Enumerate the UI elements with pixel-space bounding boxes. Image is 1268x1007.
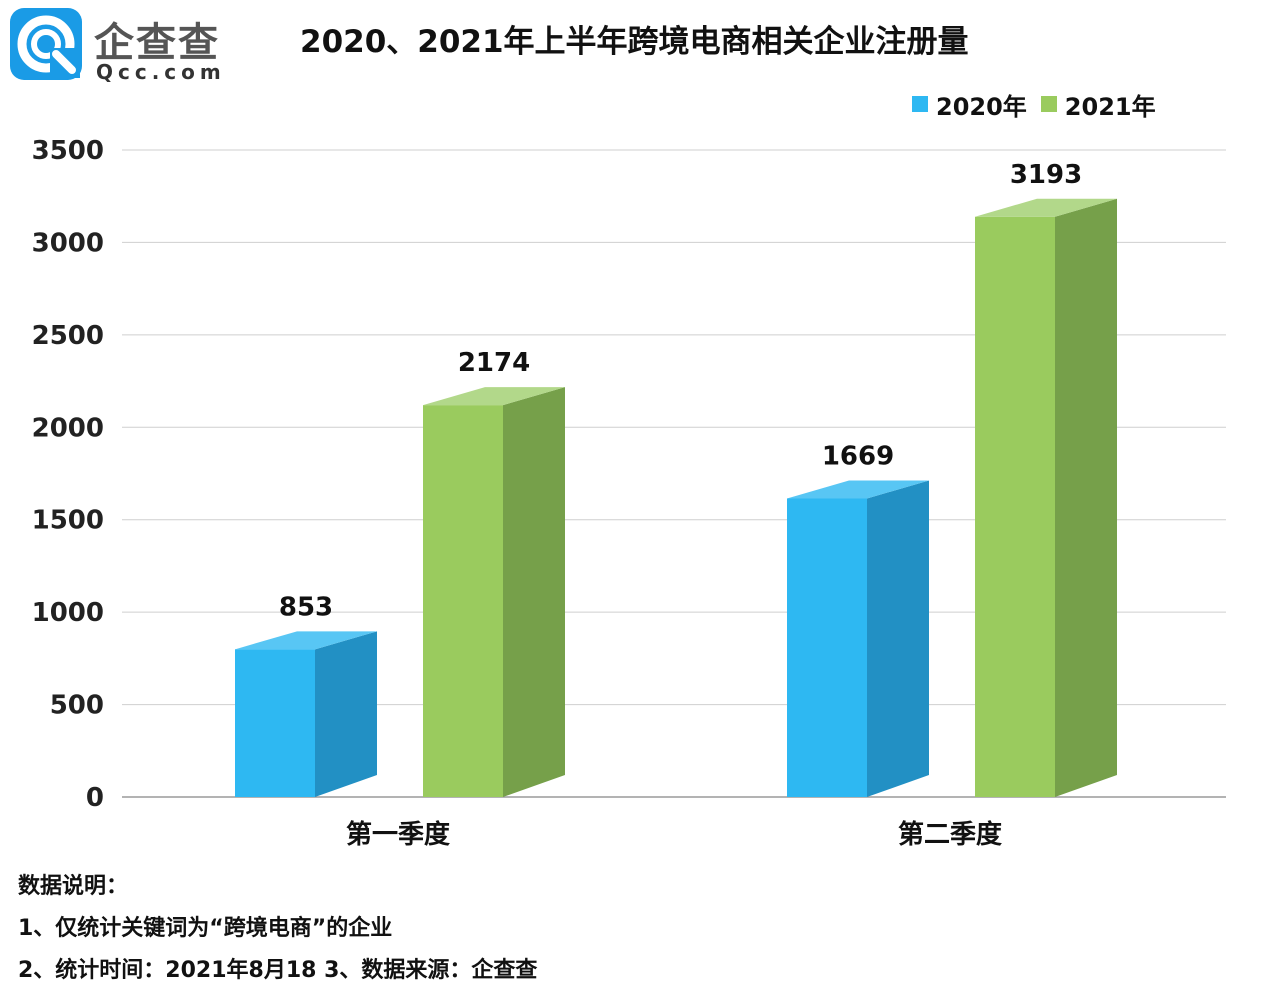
- bar-2021-q2: [975, 216, 1055, 797]
- notes-heading: 数据说明：: [18, 874, 129, 899]
- qcc-logo-icon: [10, 8, 82, 80]
- legend-item-2021: 2021年: [1040, 87, 1156, 122]
- data-label-bar-2021-q1: 2174: [458, 348, 530, 378]
- x-tick-label-q1: 第一季度: [346, 819, 450, 850]
- y-tick-label-0: 0: [86, 783, 104, 813]
- bar-2020-q2-top: [787, 480, 929, 499]
- notes-line-1: 1、仅统计关键词为“跨境电商”的企业: [18, 916, 393, 941]
- bar-2020-q2-side: [867, 480, 929, 797]
- chart-title: 2020、2021年上半年跨境电商相关企业注册量: [300, 24, 969, 60]
- y-tick-label-3000: 3000: [32, 228, 104, 258]
- bar-2021-q2-side: [1055, 198, 1117, 797]
- data-notes: 数据说明： 1、仅统计关键词为“跨境电商”的企业 2、统计时间：2021年8月1…: [18, 872, 537, 998]
- brand-logo: 企查查 Qcc.com: [10, 8, 230, 84]
- legend-label-2020: 2020年: [936, 92, 1027, 121]
- bar-2020-q1-side: [315, 631, 377, 797]
- brand-name-en: Qcc.com: [96, 60, 226, 84]
- bar-2020-q1: [235, 649, 315, 797]
- legend-label-2021: 2021年: [1064, 92, 1156, 121]
- legend-item-2020: 2020年: [912, 87, 1027, 122]
- chart-legend: 2020年 2021年: [912, 87, 1170, 122]
- bar-2021-q1: [423, 405, 503, 797]
- data-label-bar-2021-q2: 3193: [1010, 160, 1082, 190]
- y-tick-label-1500: 1500: [32, 506, 104, 536]
- data-label-bar-2020-q1: 853: [279, 592, 333, 622]
- bar-2021-q2-top: [975, 198, 1117, 217]
- y-tick-label-2500: 2500: [32, 321, 104, 351]
- bar-chart: 0 500 1000 1500 2000 2500 3000 3500 853 2174 第一季度 1…: [32, 136, 1226, 850]
- y-tick-label-3500: 3500: [32, 136, 104, 166]
- data-label-bar-2020-q2: 1669: [822, 441, 894, 471]
- bar-2020-q1-top: [235, 631, 377, 650]
- notes-line-2: 2、统计时间：2021年8月18 3、数据来源：企查查: [18, 958, 538, 983]
- bar-2021-q1-side: [503, 387, 565, 797]
- y-tick-label-500: 500: [50, 691, 104, 721]
- bar-2020-q2: [787, 498, 867, 797]
- bar-2021-q1-top: [423, 387, 565, 406]
- x-tick-label-q2: 第二季度: [898, 819, 1002, 850]
- y-tick-label-1000: 1000: [32, 598, 104, 628]
- brand-name-cn: 企查查: [94, 20, 220, 66]
- y-tick-label-2000: 2000: [32, 413, 104, 443]
- legend-swatch-2020: [912, 96, 928, 112]
- legend-swatch-2021: [1040, 96, 1057, 112]
